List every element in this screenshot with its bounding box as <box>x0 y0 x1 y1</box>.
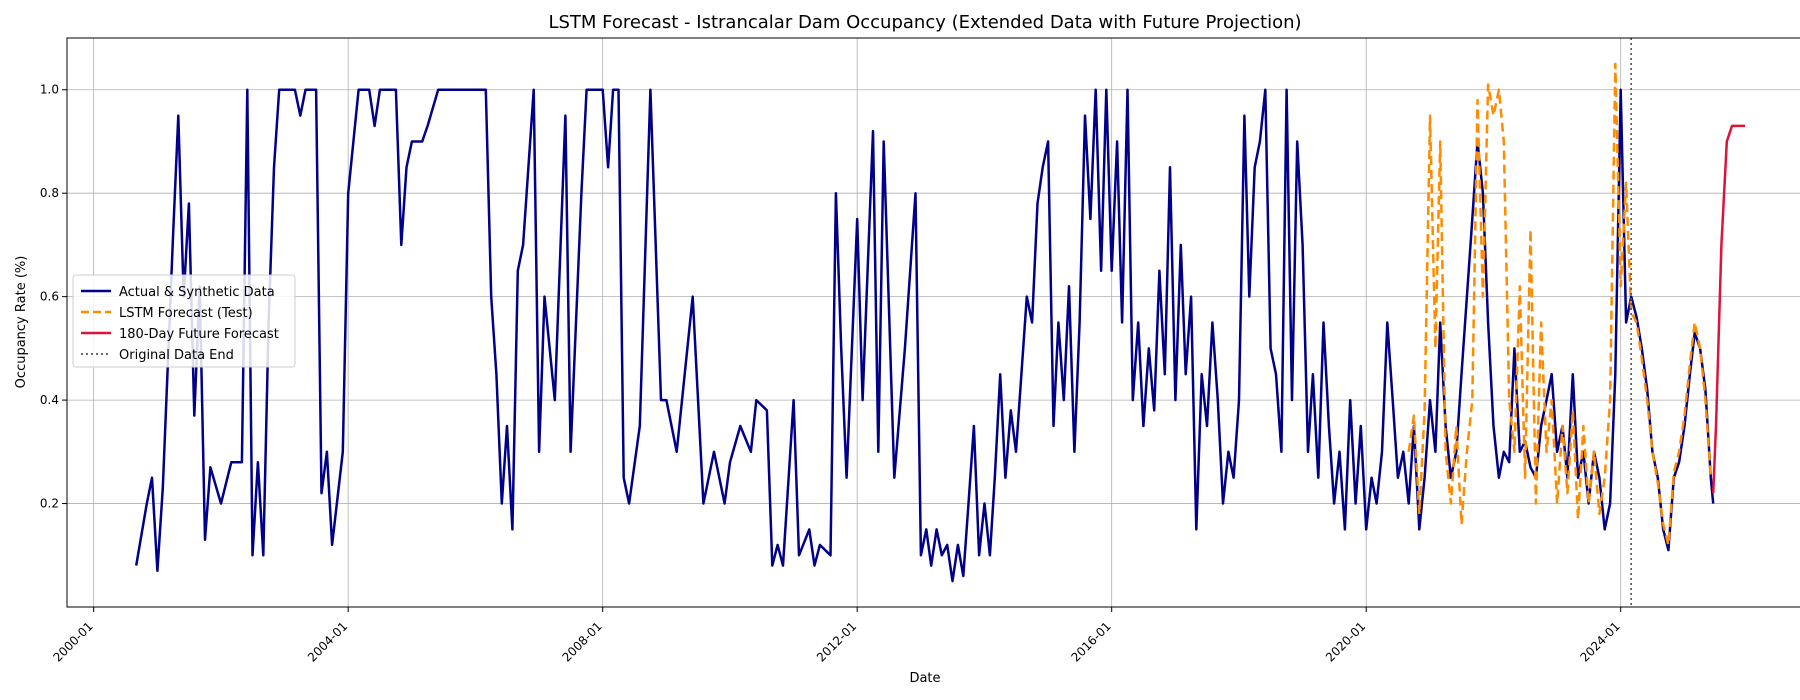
plot-frame <box>66 37 1800 608</box>
legend: Actual & Synthetic Data LSTM Forecast (T… <box>72 274 296 368</box>
legend-label-future: 180-Day Future Forecast <box>119 327 279 342</box>
y-axis-label: Occupancy Rate (%) <box>14 256 29 389</box>
series-layer <box>134 38 1746 607</box>
y-tick-label: 0.2 <box>40 497 59 511</box>
y-tick-label: 0.8 <box>40 186 59 200</box>
series-line-lstm <box>1407 62 1713 547</box>
legend-label-original-end: Original Data End <box>119 348 234 363</box>
y-tick-label: 0.6 <box>40 290 59 304</box>
chart-title: LSTM Forecast - Istrancalar Dam Occupanc… <box>548 12 1301 33</box>
legend-label-lstm: LSTM Forecast (Test) <box>119 306 253 321</box>
x-axis-label: Date <box>909 671 940 686</box>
legend-label-actual: Actual & Synthetic Data <box>119 285 275 300</box>
series-line-future <box>1711 124 1746 494</box>
legend-box <box>72 274 296 368</box>
series-line-actual <box>134 88 1715 583</box>
grid-lines <box>67 38 1800 607</box>
y-axis-ticks: 0.2 0.4 0.6 0.8 1.0 <box>40 83 67 511</box>
y-tick-label: 0.4 <box>40 393 59 407</box>
y-tick-label: 1.0 <box>40 83 59 97</box>
